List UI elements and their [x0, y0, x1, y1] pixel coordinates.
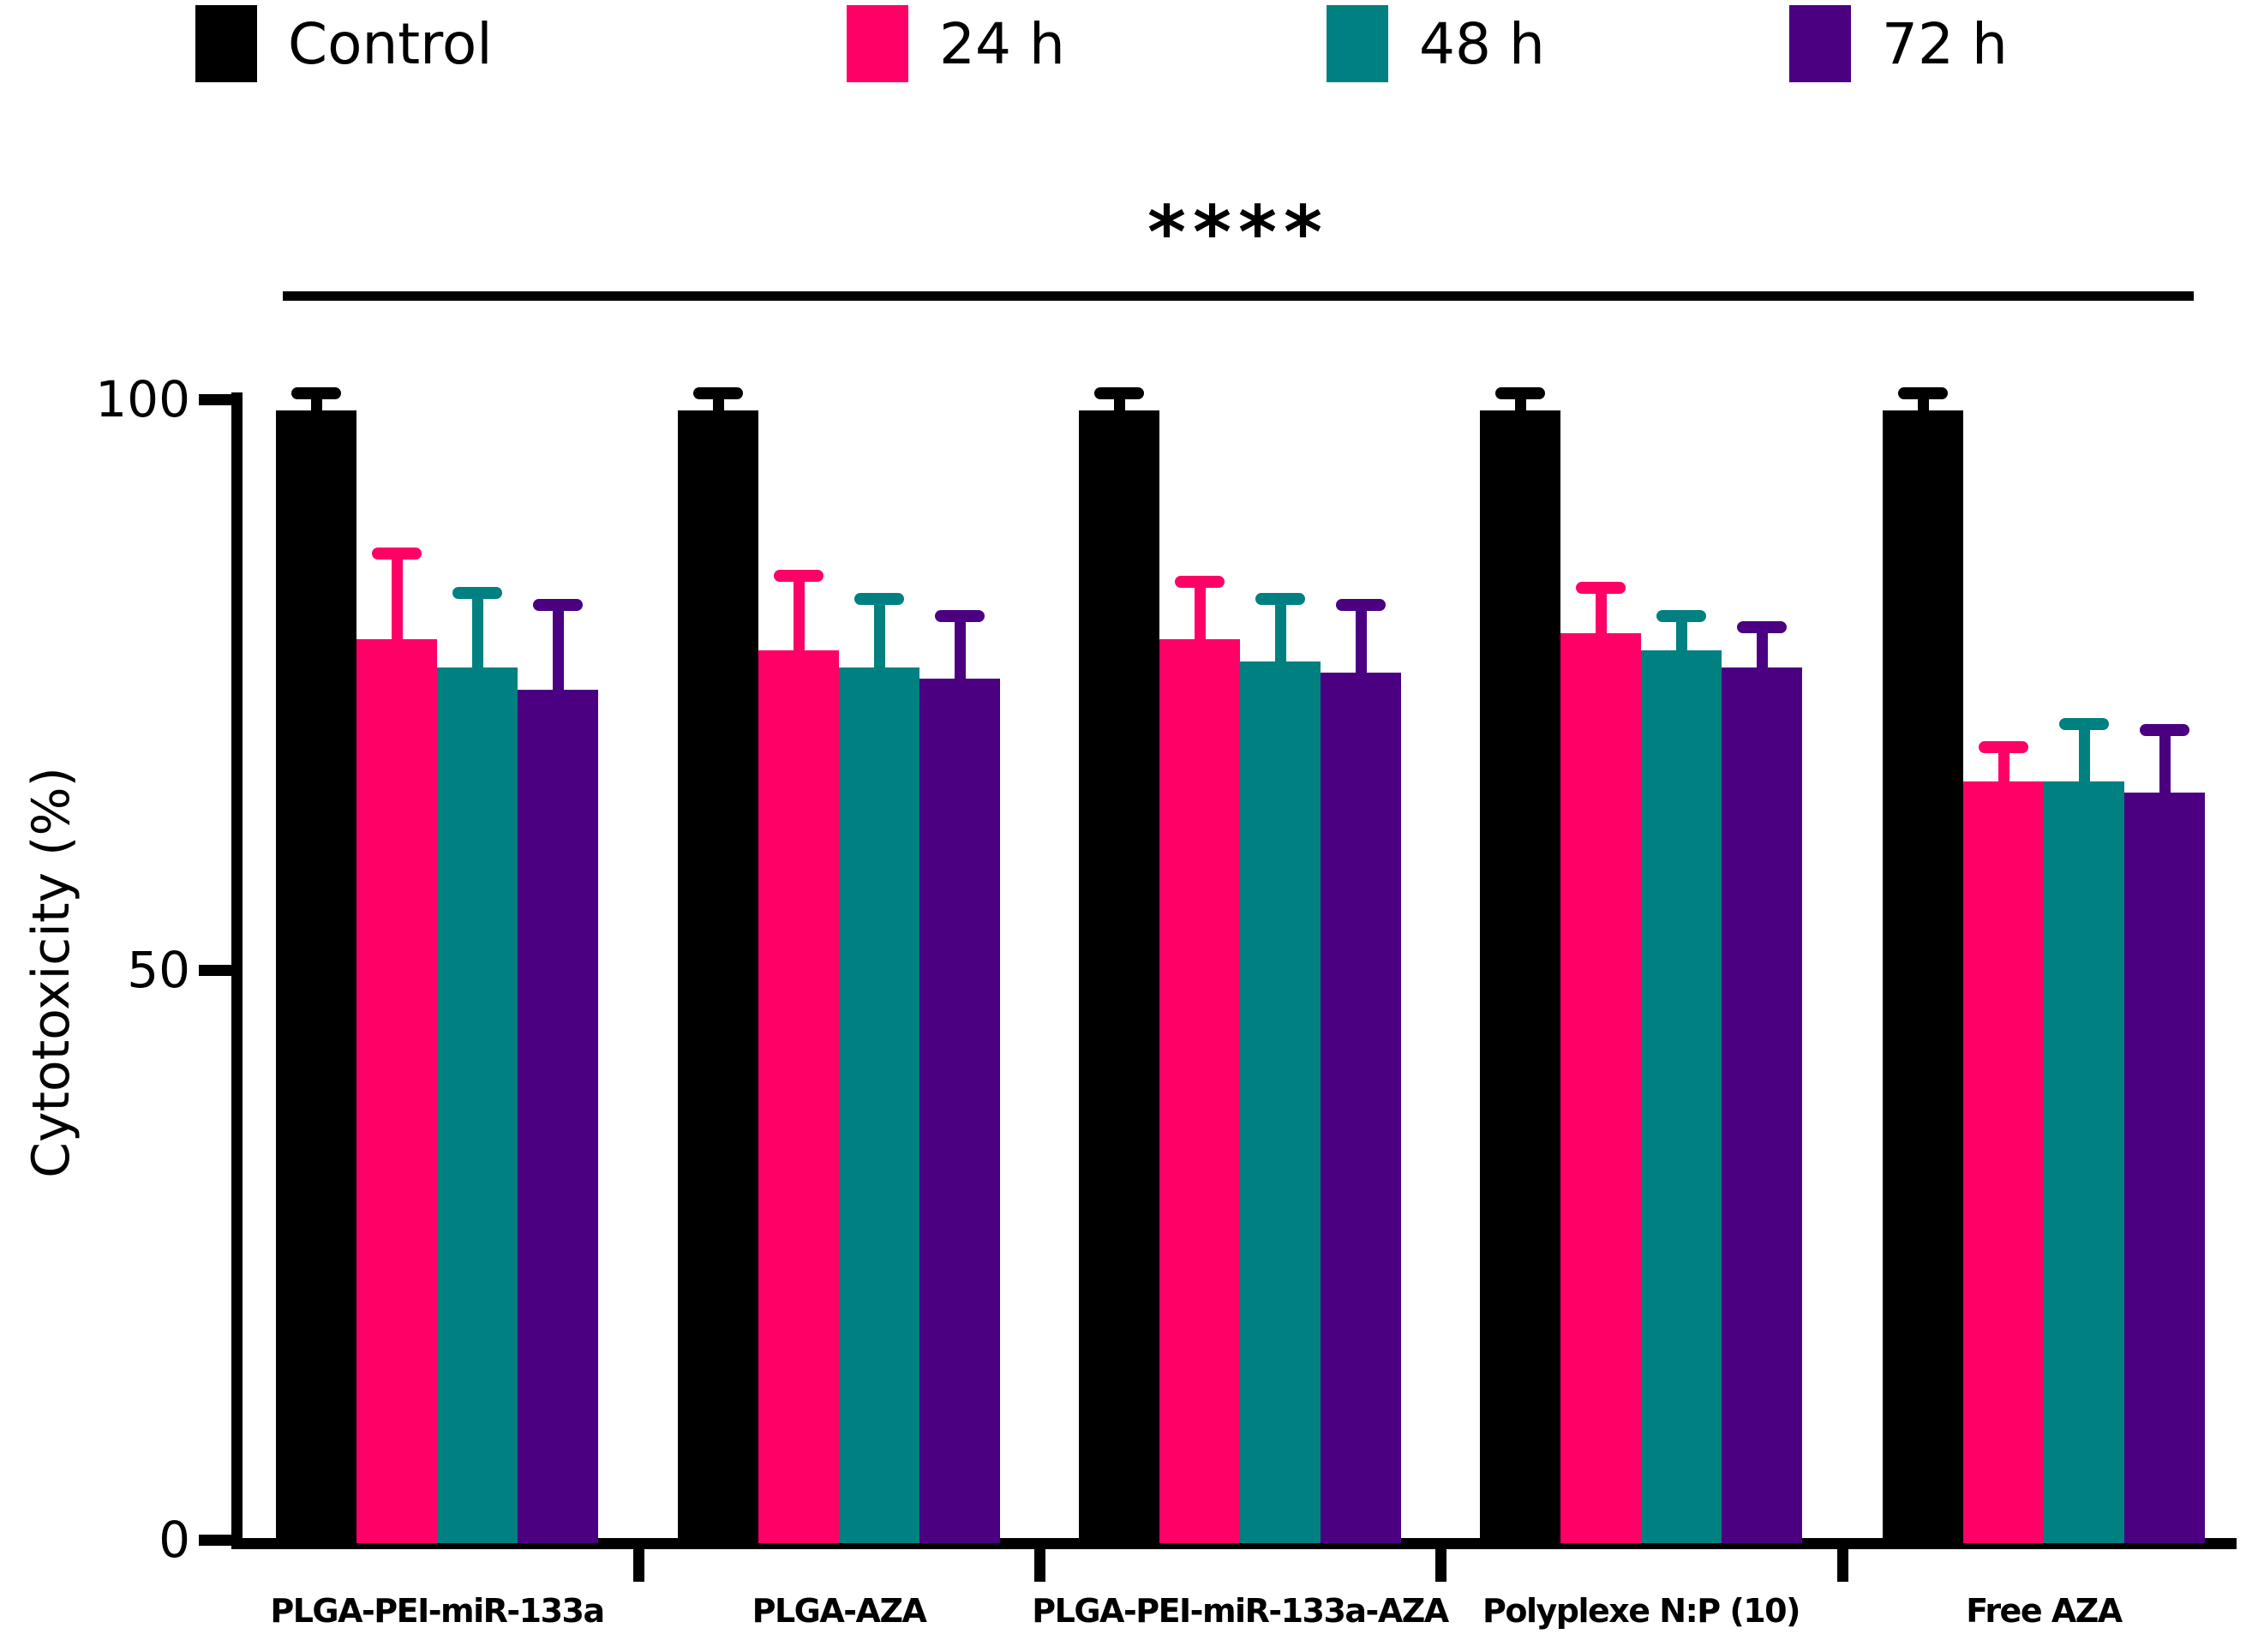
x-tick-label: PLGA-PEI-miR-133a	[270, 1592, 605, 1630]
bar	[919, 679, 1000, 1543]
error-bar-cap	[452, 587, 502, 599]
x-tick-label: PLGA-AZA	[752, 1592, 927, 1630]
error-bar-stem	[553, 605, 564, 693]
error-bar-cap	[774, 570, 824, 582]
error-bar-cap	[1094, 387, 1144, 399]
bar	[1963, 781, 2044, 1543]
error-bar-stem	[1998, 747, 2009, 785]
legend-item: 48 h	[1327, 5, 1545, 82]
error-bar-stem	[2159, 730, 2171, 796]
error-bar-cap	[1175, 576, 1225, 588]
error-bar-cap	[1576, 582, 1626, 594]
error-bar-stem	[874, 599, 885, 671]
legend-item: 72 h	[1789, 5, 2008, 82]
error-bar-cap	[1898, 387, 1948, 399]
bar	[2124, 793, 2205, 1543]
bar	[1240, 661, 1321, 1543]
legend-swatch-icon	[1789, 5, 1851, 82]
x-separator-tick	[633, 1549, 644, 1582]
error-bar-cap	[1255, 593, 1305, 605]
error-bar-cap	[533, 599, 583, 611]
error-bar-cap	[372, 548, 422, 560]
error-bar-stem	[955, 616, 966, 682]
error-bar-stem	[472, 593, 483, 671]
bar	[437, 667, 518, 1543]
legend: Control 24 h 48 h 72 h	[0, 0, 2258, 94]
bar	[1883, 410, 1963, 1543]
bar	[1159, 639, 1240, 1543]
error-bar-stem	[392, 554, 403, 643]
error-bar-cap	[1737, 621, 1787, 633]
significance-stars: ****	[1147, 190, 1329, 276]
legend-label: 24 h	[939, 10, 1065, 77]
bar	[518, 690, 598, 1543]
error-bar-stem	[1596, 588, 1607, 637]
error-bar-cap	[935, 610, 985, 622]
x-separator-tick	[1034, 1549, 1045, 1582]
bar	[1321, 673, 1401, 1543]
error-bar-cap	[2140, 724, 2189, 736]
y-tick-label: 100	[95, 370, 190, 428]
bar	[1641, 650, 1722, 1543]
error-bar-cap	[1495, 387, 1545, 399]
y-tick-label: 0	[159, 1511, 190, 1569]
y-tick-label: 50	[127, 941, 190, 999]
legend-item: Control	[195, 5, 493, 82]
y-tick	[199, 965, 231, 976]
legend-item: 24 h	[847, 5, 1065, 82]
x-separator-tick	[1435, 1549, 1446, 1582]
error-bar-cap	[1336, 599, 1386, 611]
error-bar-stem	[1275, 599, 1286, 665]
bar	[356, 639, 437, 1543]
bar	[1079, 410, 1159, 1543]
error-bar-stem	[1757, 627, 1768, 671]
y-axis-spine	[231, 392, 243, 1549]
legend-label: 72 h	[1882, 10, 2008, 77]
error-bar-stem	[1195, 582, 1206, 643]
error-bar-stem	[1676, 616, 1687, 654]
x-tick-label: Polyplexe N:P (10)	[1482, 1592, 1800, 1630]
error-bar-cap	[693, 387, 743, 399]
error-bar-stem	[1356, 605, 1367, 676]
legend-swatch-icon	[1327, 5, 1388, 82]
bar	[2044, 781, 2124, 1543]
x-separator-tick	[1837, 1549, 1848, 1582]
y-tick	[199, 394, 231, 405]
legend-swatch-icon	[195, 5, 257, 82]
significance-line	[283, 291, 2194, 301]
error-bar-cap	[1979, 741, 2028, 753]
bar	[1722, 667, 1802, 1543]
legend-label: 48 h	[1419, 10, 1545, 77]
error-bar-stem	[794, 576, 805, 654]
error-bar-cap	[291, 387, 341, 399]
bar	[276, 410, 356, 1543]
legend-swatch-icon	[847, 5, 908, 82]
x-tick-label: PLGA-PEI-miR-133a-AZA	[1032, 1592, 1449, 1630]
error-bar-cap	[854, 593, 904, 605]
y-tick	[199, 1535, 231, 1546]
error-bar-stem	[2079, 724, 2090, 785]
error-bar-cap	[2059, 718, 2109, 730]
legend-label: Control	[288, 10, 493, 77]
bar	[1480, 410, 1560, 1543]
bar	[1560, 633, 1641, 1543]
error-bar-cap	[1656, 610, 1706, 622]
bar	[758, 650, 839, 1543]
bar	[678, 410, 758, 1543]
x-tick-label: Free AZA	[1966, 1592, 2123, 1630]
bar	[839, 667, 919, 1543]
